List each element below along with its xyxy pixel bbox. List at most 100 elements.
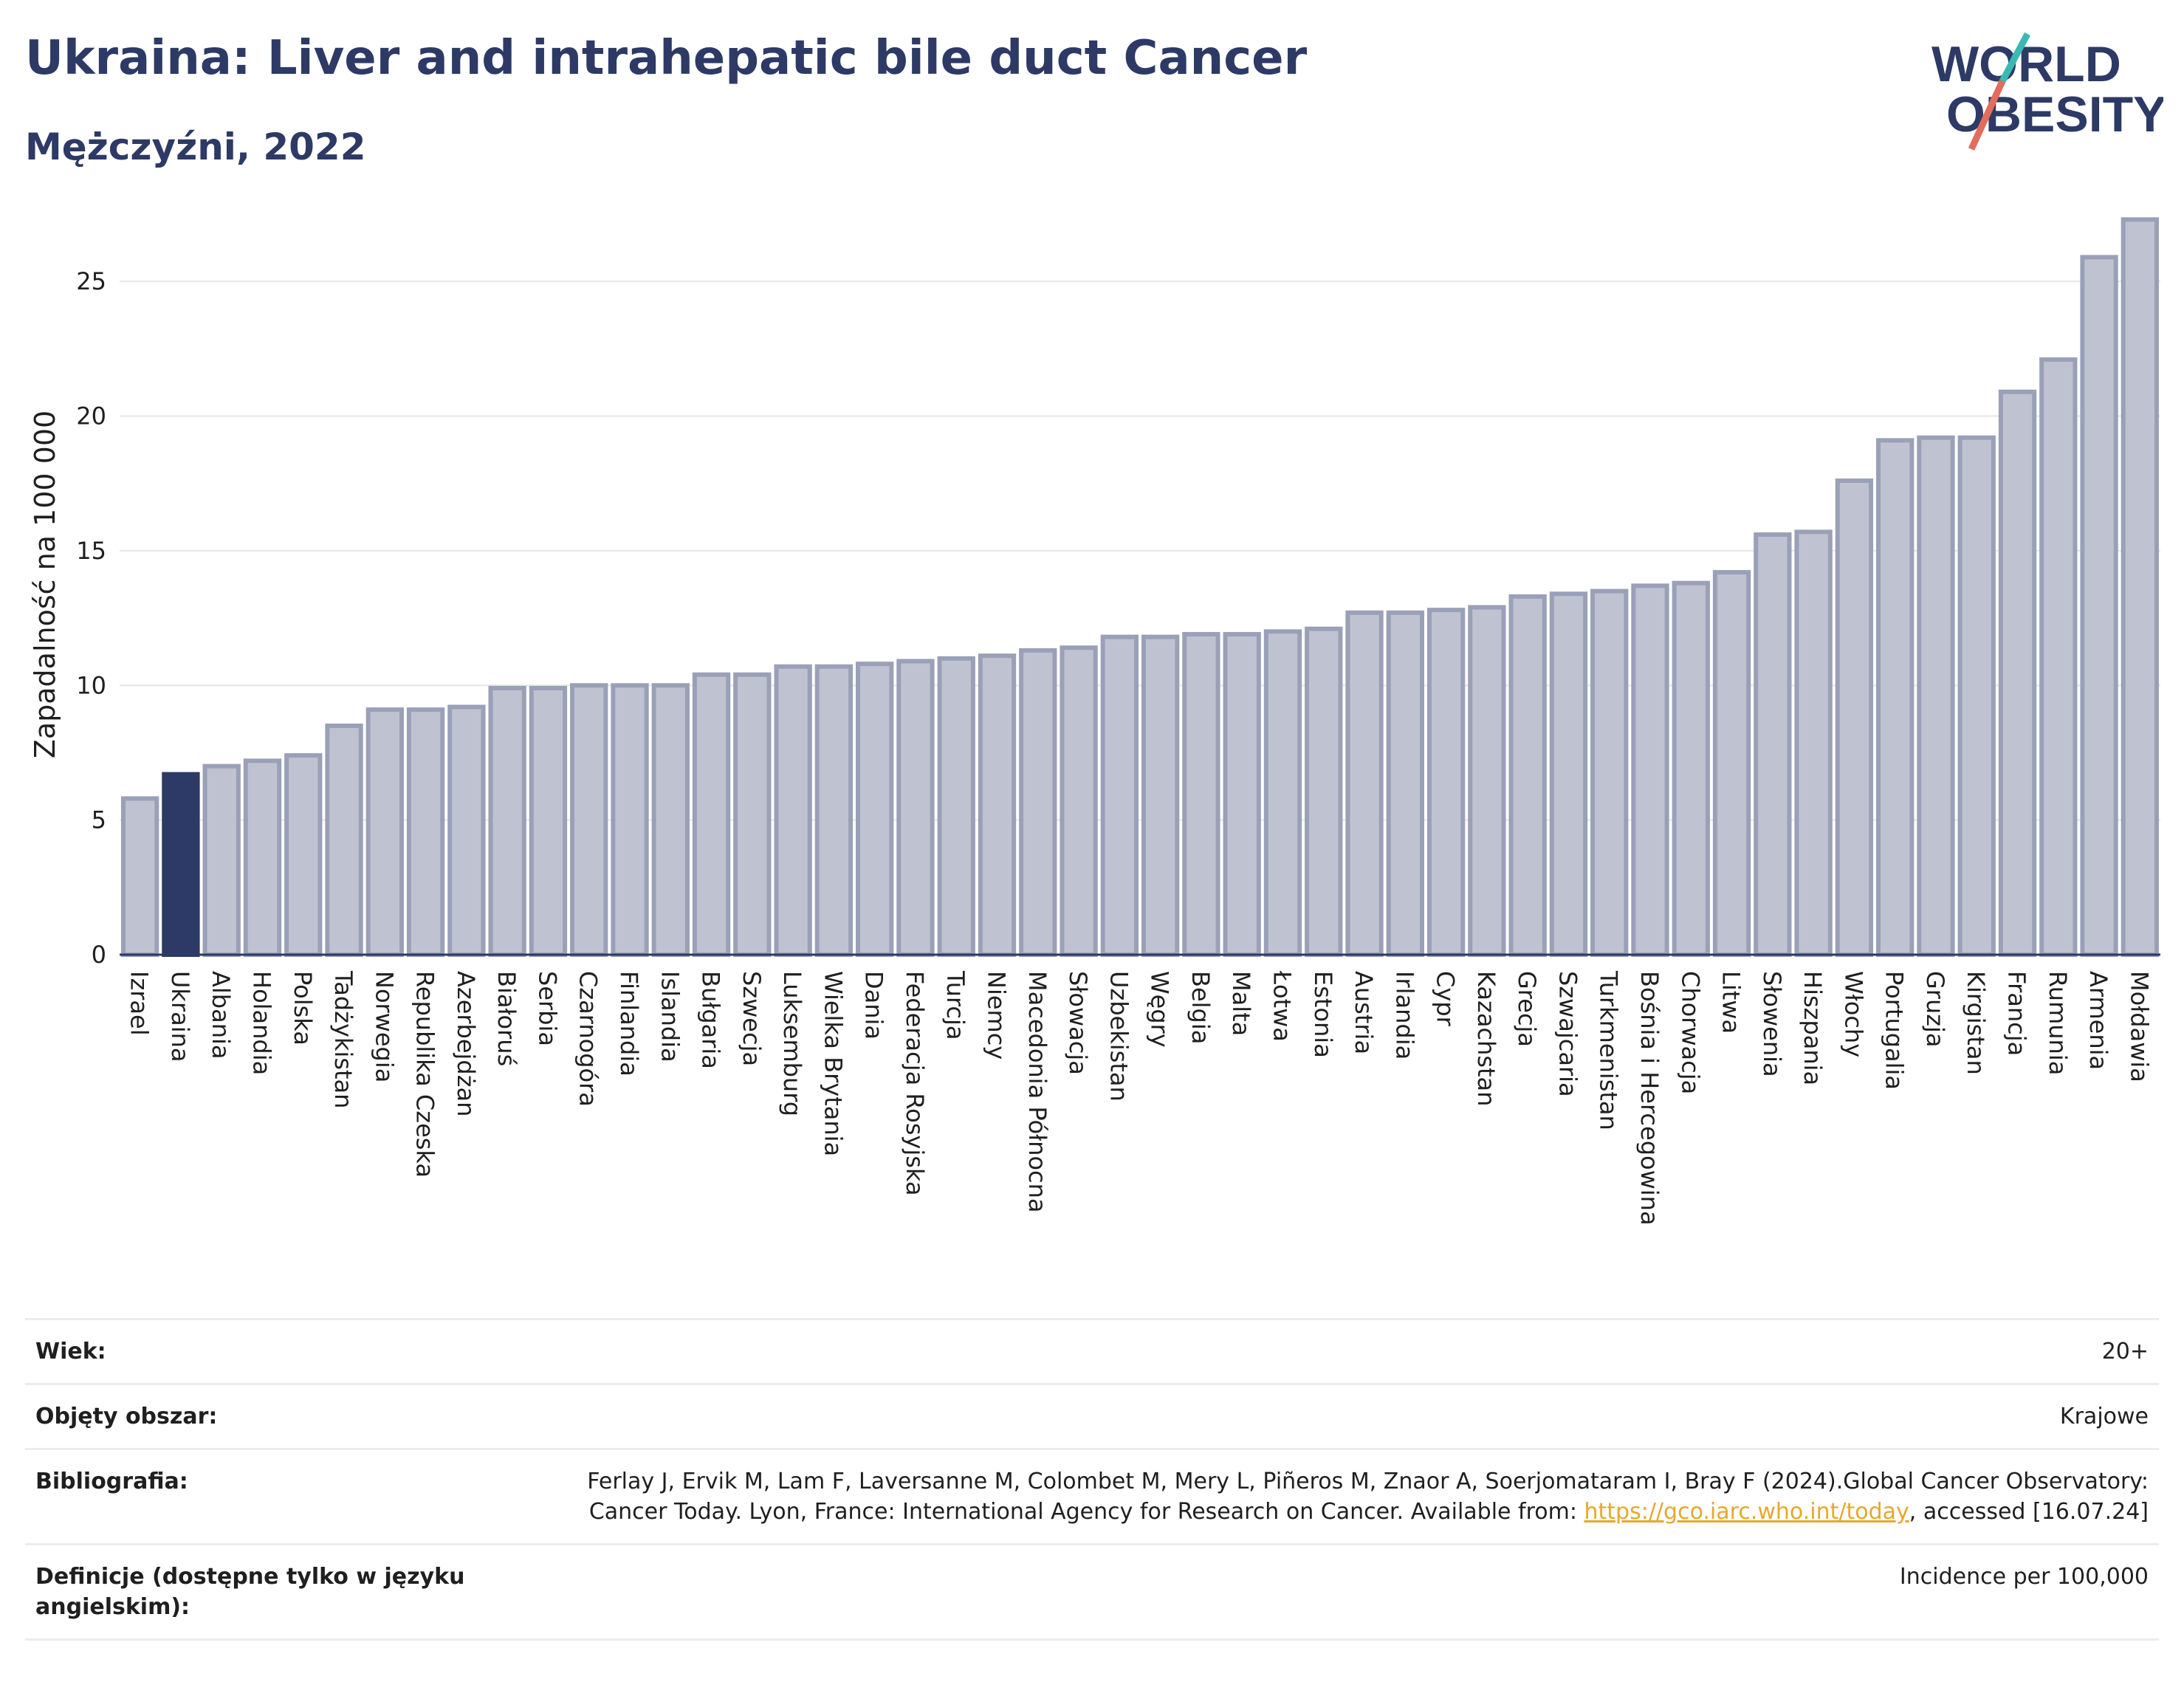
info-value-area: Krajowe xyxy=(2059,1404,2149,1429)
x-tick-label: Cypr xyxy=(1432,971,1460,1027)
bar xyxy=(1712,570,1751,957)
info-label-area: Objęty obszar: xyxy=(35,1404,218,1429)
bar xyxy=(774,664,812,957)
bar xyxy=(365,707,404,958)
x-tick-label: Tadżykistan xyxy=(329,970,357,1108)
x-tick-label: Bułgaria xyxy=(697,971,725,1069)
bar xyxy=(1549,591,1588,957)
x-tick-label: Islandia xyxy=(656,971,684,1062)
info-label-bibliography: Bibliografia: xyxy=(35,1469,188,1494)
x-tick-label: Armenia xyxy=(2084,971,2112,1070)
bar xyxy=(1100,634,1139,957)
x-tick-label: Słowacja xyxy=(1064,971,1092,1075)
x-tick-label: Kazachstan xyxy=(1472,971,1500,1106)
logo-slash-teal xyxy=(1999,32,2030,83)
x-tick-label: Republika Czeska xyxy=(411,971,439,1178)
bar xyxy=(447,704,486,958)
bar xyxy=(120,796,159,958)
x-tick-label: Litwa xyxy=(1717,971,1745,1034)
y-tick-label: 0 xyxy=(92,941,106,969)
chart-title: Ukraina: Liver and intrahepatic bile duc… xyxy=(25,31,1308,86)
bar xyxy=(1794,529,1833,957)
logo-slash-red xyxy=(1968,80,2006,151)
x-tick-label: Albania xyxy=(207,971,235,1059)
info-label-age: Wiek: xyxy=(35,1339,106,1364)
x-tick-label: Kirgistan xyxy=(1962,971,1990,1075)
x-tick-label: Węgry xyxy=(1146,971,1174,1048)
y-tick-label: 25 xyxy=(76,267,106,295)
info-table: Wiek: 20+ Objęty obszar: Krajowe Bibliog… xyxy=(25,1318,2159,1641)
x-tick-label: Wielka Brytania xyxy=(819,971,847,1156)
bar xyxy=(1345,610,1384,958)
x-tick-label: Mołdawia xyxy=(2125,971,2153,1082)
x-tick-label: Niemcy xyxy=(983,971,1011,1060)
x-tick-label: Norwegia xyxy=(370,971,398,1082)
bar-highlight xyxy=(162,772,200,958)
x-tick-label: Luksemburg xyxy=(778,971,806,1116)
y-axis-title: Zapadalność na 100 000 xyxy=(29,411,61,758)
x-tick-label: Łotwa xyxy=(1268,970,1296,1042)
x-tick-label: Szwecja xyxy=(738,971,766,1066)
bibliography-text: Ferlay J, Ervik M, Lam F, Laversanne M, … xyxy=(587,1469,2149,1525)
bar xyxy=(1263,629,1302,957)
x-tick-label: Estonia xyxy=(1309,971,1337,1058)
x-tick-label: Uzbekistan xyxy=(1105,971,1133,1102)
bar xyxy=(570,683,608,957)
x-tick-label: Serbia xyxy=(533,971,561,1046)
y-tick-label: 10 xyxy=(76,671,106,699)
bar xyxy=(896,659,935,957)
info-row-age: Wiek: 20+ xyxy=(25,1318,2159,1383)
bar xyxy=(651,683,690,957)
x-tick-label: Belgia xyxy=(1187,971,1215,1044)
x-tick-label: Dania xyxy=(860,971,888,1040)
bar xyxy=(1917,435,1955,957)
bar xyxy=(1672,580,1710,958)
x-tick-label: Bośnia i Hercegowina xyxy=(1635,971,1663,1226)
bar xyxy=(1305,626,1343,957)
x-tick-label: Federacja Rosyjska xyxy=(901,971,929,1196)
info-value-bibliography: Ferlay J, Ervik M, Lam F, Laversanne M, … xyxy=(524,1466,2149,1527)
bar xyxy=(937,656,975,957)
info-row-definitions: Definicje (dostępne tylko w języku angie… xyxy=(25,1543,2159,1641)
chart-subtitle: Mężczyźni, 2022 xyxy=(25,126,366,168)
x-tick-label: Hiszpania xyxy=(1799,971,1827,1085)
x-tick-label: Holandia xyxy=(247,971,275,1075)
bar xyxy=(1998,389,2037,958)
bar xyxy=(1876,438,1915,957)
bar xyxy=(1957,435,1996,957)
x-tick-label: Irlandia xyxy=(1390,971,1418,1060)
bar xyxy=(692,672,731,958)
bar xyxy=(1590,588,1629,957)
bar xyxy=(2121,217,2160,957)
info-row-area: Objęty obszar: Krajowe xyxy=(25,1383,2159,1448)
bar-chart: 0 5 10 15 20 25 Zapadalność na 100 000 Izrael Uk… xyxy=(29,217,2160,1226)
bar xyxy=(814,664,854,957)
y-tick-label: 5 xyxy=(92,806,106,834)
info-value-age: 20+ xyxy=(2101,1339,2149,1364)
info-label-definitions: Definicje (dostępne tylko w języku angie… xyxy=(35,1564,465,1620)
x-tick-label: Białoruś xyxy=(492,971,521,1066)
x-tick-label: Włochy xyxy=(1839,971,1867,1057)
world-obesity-logo: WORLD OBESITY xyxy=(1931,32,2163,151)
bar xyxy=(529,685,568,957)
bar xyxy=(1426,608,1466,958)
bar xyxy=(733,672,772,958)
x-tick-label: Rumunia xyxy=(2044,971,2072,1075)
x-tick-label: Turcja xyxy=(941,970,969,1040)
info-row-bibliography: Bibliografia: Ferlay J, Ervik M, Lam F, … xyxy=(25,1448,2159,1543)
x-tick-label: Finlandia xyxy=(615,971,643,1077)
x-tick-label: Polska xyxy=(289,971,317,1046)
bar xyxy=(325,723,363,957)
bar xyxy=(243,758,282,957)
x-tick-label: Azerbejdżan xyxy=(452,971,480,1116)
bar xyxy=(978,653,1017,957)
x-tick-label: Austria xyxy=(1350,971,1378,1054)
bar xyxy=(1468,605,1506,957)
x-tick-label: Ukraina xyxy=(166,971,194,1062)
bar xyxy=(1754,532,1792,957)
bibliography-link[interactable]: https://gco.iarc.who.int/today xyxy=(1584,1499,1909,1525)
bar xyxy=(856,662,894,957)
x-tick-label: Gruzja xyxy=(1921,971,1949,1048)
bar xyxy=(488,685,526,957)
x-tick-label: Malta xyxy=(1227,971,1255,1036)
